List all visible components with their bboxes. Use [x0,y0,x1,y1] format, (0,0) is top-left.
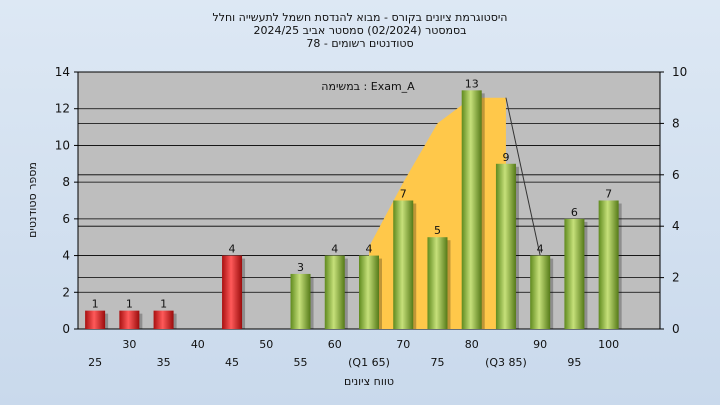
y2-tick-label: 6 [672,168,680,182]
x-tick-label: 70 [396,338,410,351]
exam-annotation: במשימה : Exam_A [321,80,415,93]
bar-30 [119,310,140,329]
title-line-3: סטודנטים רשומים - 78 [306,37,413,50]
x-tick-label: 75 [430,356,444,369]
data-label-60: 4 [331,243,338,256]
bar-65 [359,255,379,329]
y-tick-label: 8 [62,175,70,189]
y2-tick-label: 8 [672,116,680,130]
y-tick-label: 10 [55,138,70,152]
bar-55 [290,273,311,329]
y2-tick-label: 0 [672,322,680,336]
bar-80 [461,90,482,329]
bar-70 [393,200,414,329]
bar-45 [222,255,243,329]
bar-90 [530,255,551,329]
gridlines [78,108,660,293]
x-tick-label: 25 [88,356,102,369]
x-tick-label: 30 [122,338,136,351]
data-label-80: 13 [465,77,479,90]
y-tick-label: 0 [62,322,70,336]
bars [85,90,622,329]
x-tick-label: 55 [294,356,308,369]
y-tick-label: 6 [62,212,70,226]
x-tick-label: 100 [598,338,619,351]
title-line-2: בסמסטר (02/2024) סמסטר אביב 2024/25 [253,24,466,37]
area-edge-line [505,97,541,256]
data-label-85: 9 [502,151,509,164]
y-tick-label: 12 [55,102,70,116]
x-tick-label: 35 [157,356,171,369]
x-tick-label: 50 [259,338,273,351]
x-tick-label: 80 [465,338,479,351]
bar-60 [324,255,345,329]
data-label-65: 4 [366,243,373,256]
x-tick-label: 60 [328,338,342,351]
data-label-25: 1 [92,298,99,311]
chart-title: היסטוגרמת ציונים בקורס - מבוא להנדסת חשמ… [212,11,507,50]
bar-25 [85,310,106,329]
x-tick-label: (Q1 65) [348,356,390,369]
x-tick-label: 95 [567,356,581,369]
x-tick-label: (Q3 85) [485,356,527,369]
y2-tick-label: 4 [672,219,680,233]
bar-95 [564,218,585,329]
data-label-100: 7 [605,188,612,201]
data-label-75: 5 [434,224,441,237]
title-line-1: היסטוגרמת ציונים בקורס - מבוא להנדסת חשמ… [212,11,507,24]
x-axis-label: טווח ציונים [344,375,394,388]
data-label-45: 4 [229,243,236,256]
bar-100 [598,200,619,329]
bar-35 [153,310,174,329]
x-tick-label: 40 [191,338,205,351]
x-tick-label: 45 [225,356,239,369]
data-label-90: 4 [537,243,544,256]
data-labels: 1 1 1 4 3 4 4 7 5 13 9 4 6 7 [92,77,613,310]
data-label-95: 6 [571,206,578,219]
y-tick-label: 14 [55,65,70,79]
data-label-35: 1 [160,298,167,311]
y-axis-label: מספר סטודנטים [26,162,39,238]
y-tick-label: 4 [62,249,70,263]
y2-tick-label: 2 [672,271,680,285]
data-label-55: 3 [297,261,304,274]
x-tick-label: 90 [533,338,547,351]
data-label-30: 1 [126,298,133,311]
y2-tick-label: 10 [672,65,687,79]
bar-85 [495,163,516,329]
bar-75 [427,237,448,329]
y-tick-label: 2 [62,285,70,299]
data-label-70: 7 [400,188,407,201]
